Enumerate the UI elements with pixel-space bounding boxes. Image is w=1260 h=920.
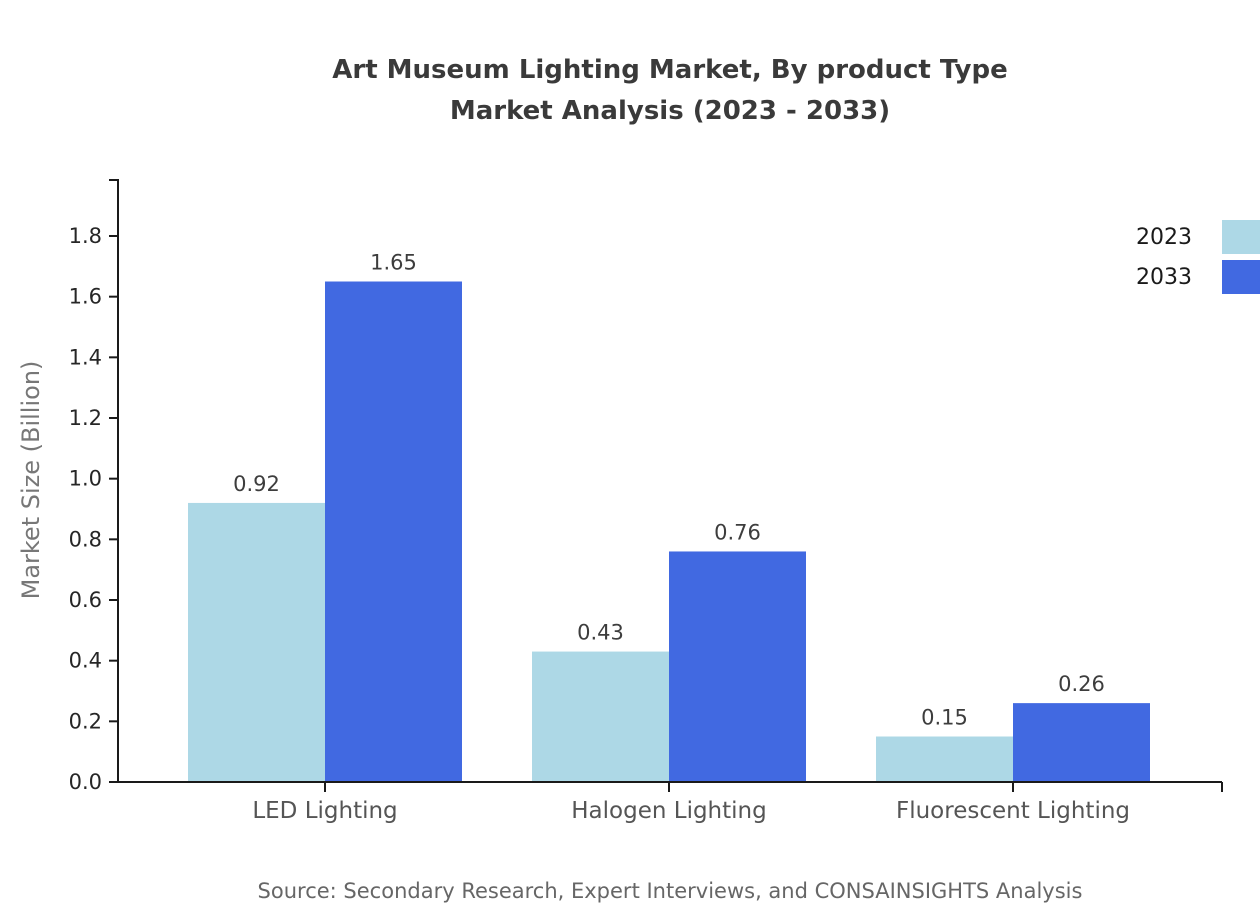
chart-title-line-2: Market Analysis (2023 - 2033) — [449, 96, 891, 126]
chart-title: Art Museum Lighting Market, By product T… — [118, 50, 1222, 132]
chart-title-line-1: Art Museum Lighting Market, By product T… — [332, 55, 1008, 85]
y-tick-label-1.2: 1.2 — [69, 406, 102, 430]
y-tick-label-0.2: 0.2 — [69, 709, 102, 733]
value-label-2033-fluorescent-lighting: 0.26 — [1058, 672, 1105, 696]
value-label-2033-led-lighting: 1.65 — [370, 251, 417, 275]
legend-swatch-2023 — [1222, 220, 1260, 254]
x-tick-label-halogen-lighting: Halogen Lighting — [571, 798, 766, 824]
y-tick-label-1.4: 1.4 — [69, 345, 102, 369]
bar-2033-halogen-lighting — [669, 551, 806, 782]
y-tick-label-0.8: 0.8 — [69, 527, 102, 551]
y-tick-label-0.4: 0.4 — [69, 649, 102, 673]
x-tick-label-fluorescent-lighting: Fluorescent Lighting — [896, 798, 1130, 824]
legend-swatch-2033 — [1222, 260, 1260, 294]
value-label-2023-fluorescent-lighting: 0.15 — [921, 706, 968, 730]
value-label-2023-led-lighting: 0.92 — [233, 472, 280, 496]
legend-item-2033: 2033 — [1136, 260, 1260, 294]
y-tick-label-1.6: 1.6 — [69, 285, 102, 309]
bar-2033-fluorescent-lighting — [1013, 703, 1150, 782]
legend-item-2023: 2023 — [1136, 220, 1260, 254]
legend-label-2023: 2023 — [1136, 224, 1192, 250]
legend-label-2033: 2033 — [1136, 264, 1192, 290]
y-tick-label-0.6: 0.6 — [69, 588, 102, 612]
y-tick-label-0.0: 0.0 — [69, 770, 102, 794]
value-label-2023-halogen-lighting: 0.43 — [577, 621, 624, 645]
bar-2023-fluorescent-lighting — [876, 736, 1013, 782]
x-tick-label-led-lighting: LED Lighting — [252, 798, 397, 824]
source-note: Source: Secondary Research, Expert Inter… — [257, 879, 1083, 903]
y-tick-label-1.8: 1.8 — [69, 224, 102, 248]
bar-2033-led-lighting — [325, 281, 462, 782]
value-label-2033-halogen-lighting: 0.76 — [714, 520, 761, 544]
bar-2023-halogen-lighting — [532, 651, 669, 782]
y-tick-label-1.0: 1.0 — [69, 467, 102, 491]
bar-2023-led-lighting — [188, 502, 325, 782]
legend: 2023 2033 — [1136, 220, 1260, 300]
